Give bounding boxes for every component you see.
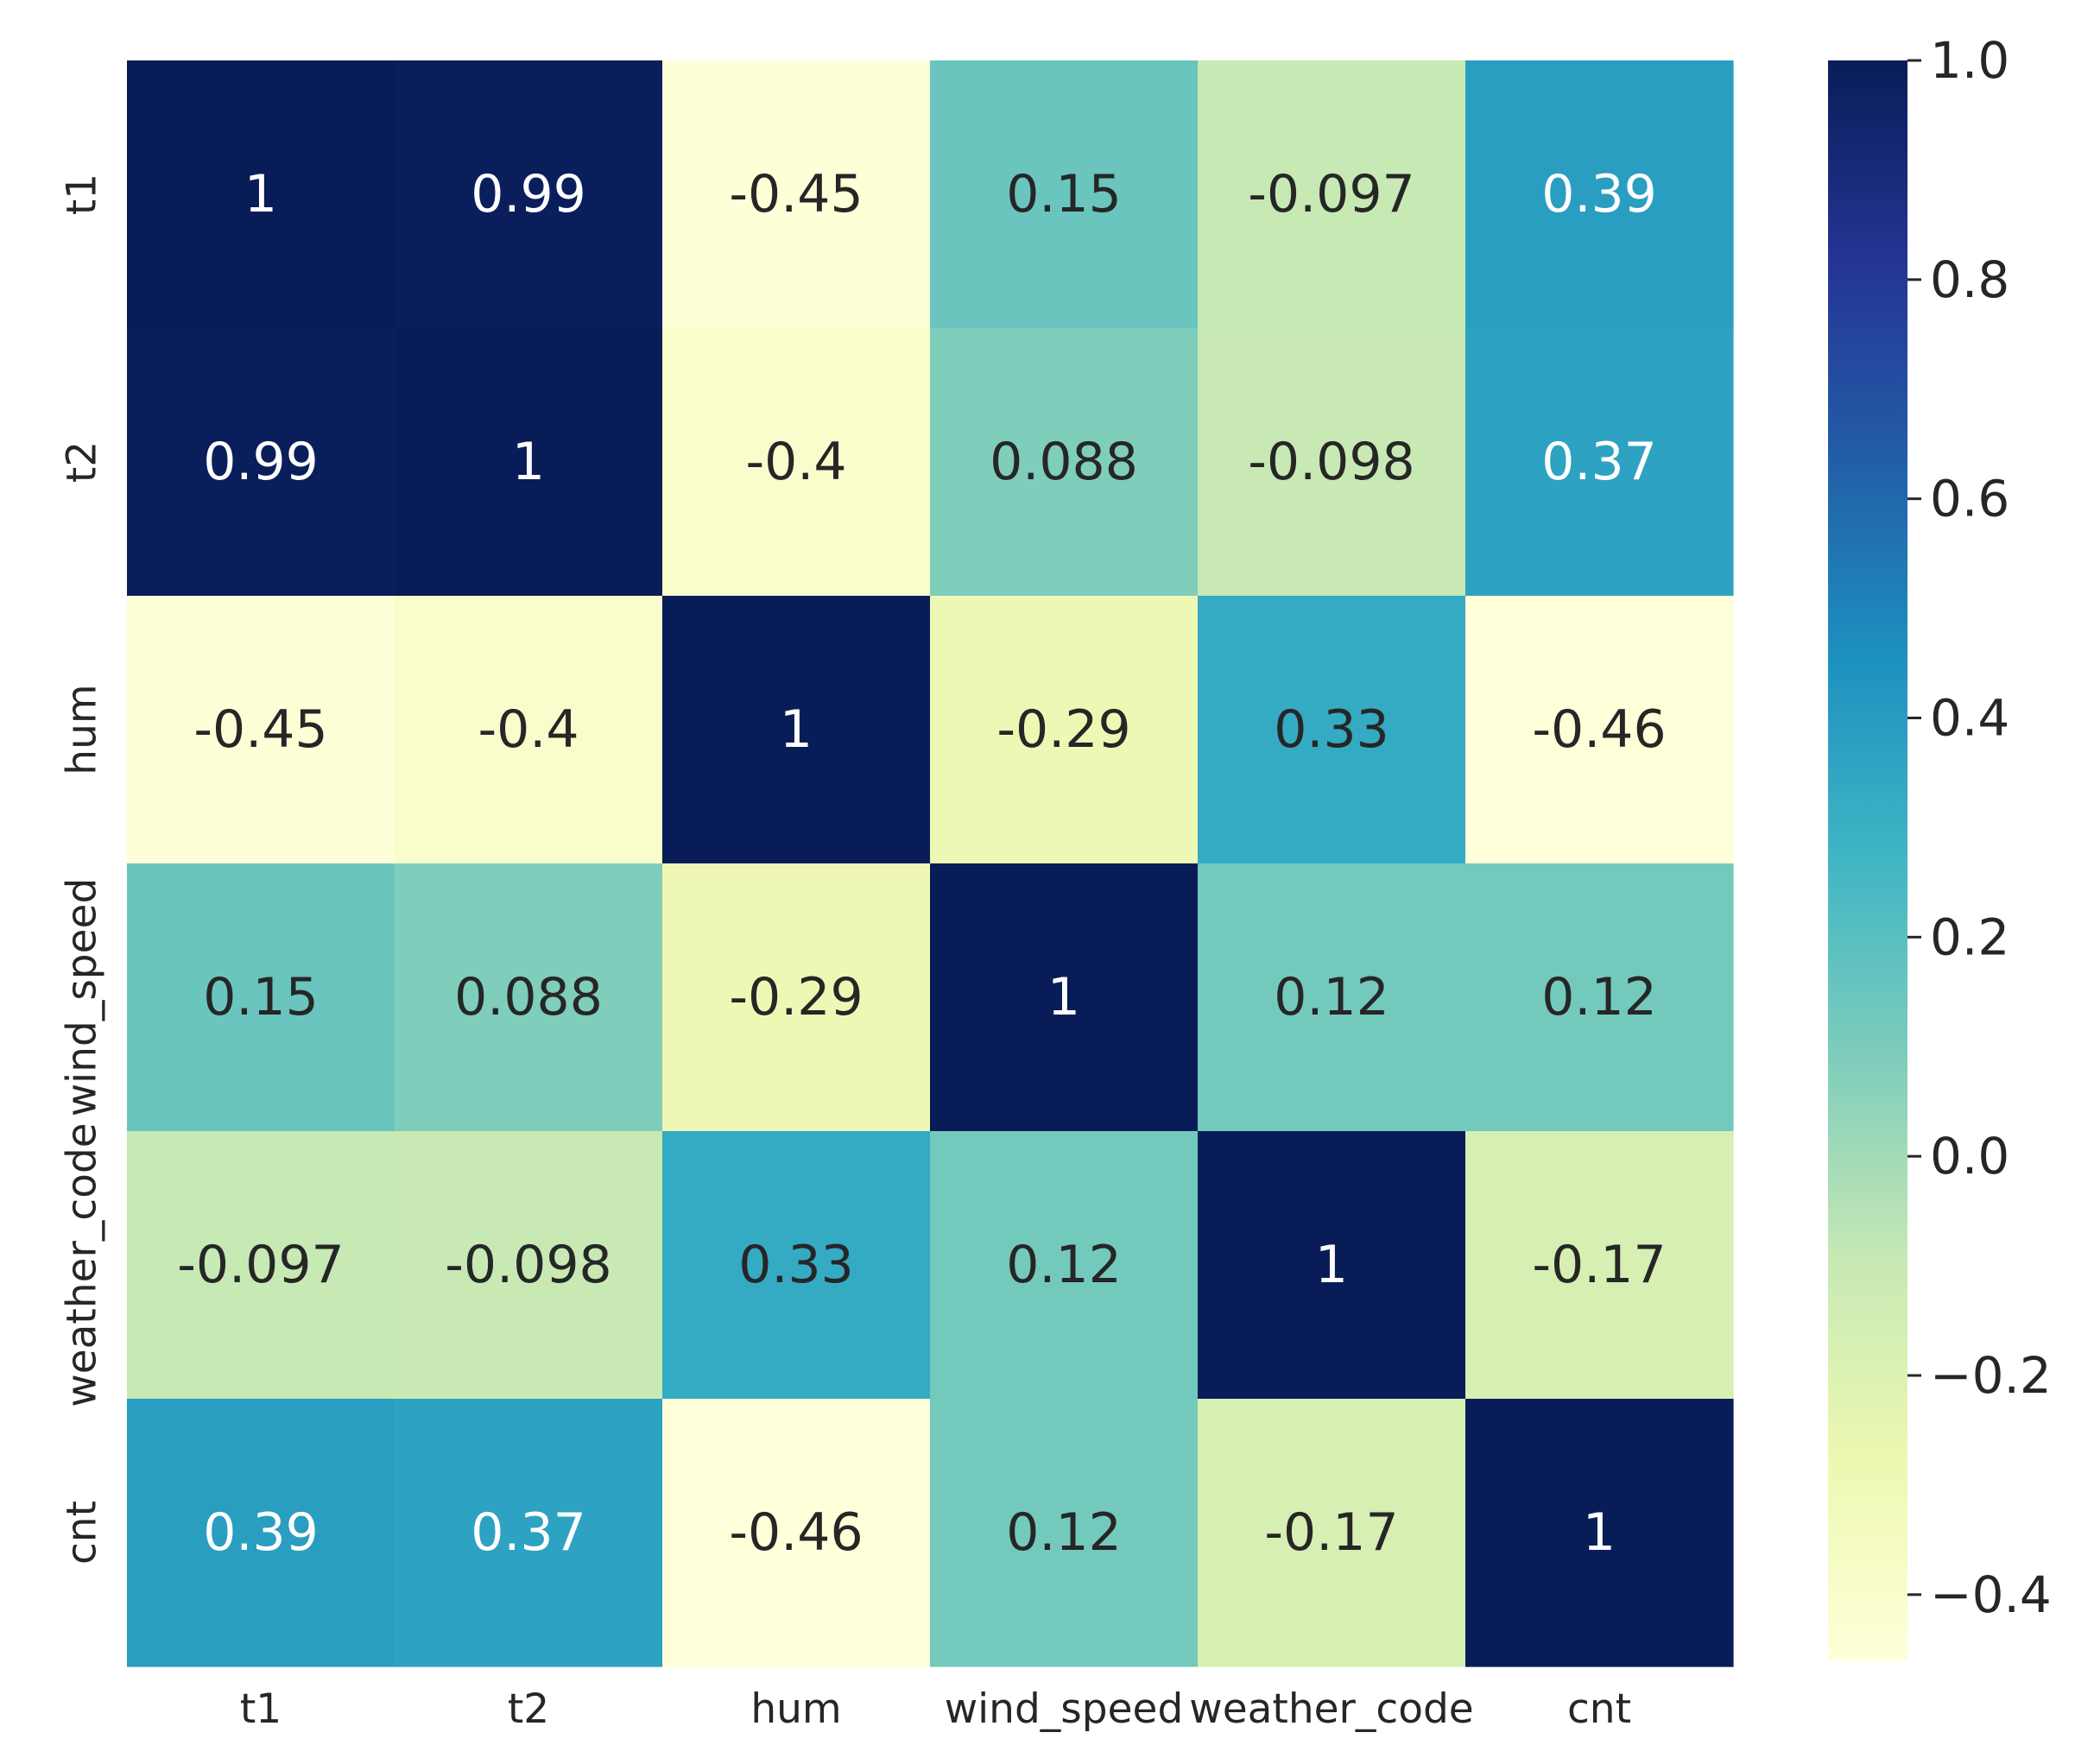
heatmap-cell — [930, 1131, 1199, 1400]
cell-annotation: 0.12 — [1541, 967, 1657, 1027]
x-axis-ticks: t1 t2 hum wind_speed weather_code cnt — [240, 1685, 1631, 1733]
colorbar: 1.0 0.8 0.6 0.4 0.2 0.0 −0.2 −0.4 — [1828, 31, 2052, 1660]
heatmap-cell — [662, 60, 931, 329]
cell-annotation: 1 — [780, 699, 813, 760]
cell-annotation: -0.45 — [729, 164, 863, 224]
heatmap-cell — [127, 596, 395, 864]
colorbar-ticks: 1.0 0.8 0.6 0.4 0.2 0.0 −0.2 −0.4 — [1907, 31, 2052, 1624]
heatmap-cell — [930, 328, 1199, 597]
y-tick-label: weather_code — [59, 1122, 106, 1407]
y-tick-label: t1 — [59, 174, 106, 215]
cell-annotation: 0.12 — [1006, 1235, 1122, 1295]
heatmap-cell — [930, 1399, 1199, 1667]
cell-annotation: -0.4 — [478, 699, 579, 760]
heatmap-cell — [395, 1131, 663, 1400]
x-tick-label: wind_speed — [945, 1685, 1184, 1733]
cell-annotation: 0.33 — [1274, 699, 1389, 760]
x-tick-label: t1 — [240, 1685, 282, 1733]
cell-annotation: 0.088 — [454, 967, 603, 1027]
cell-annotation: 1 — [244, 164, 277, 224]
heatmap-cell — [1198, 863, 1466, 1132]
cell-annotation: 1 — [1583, 1502, 1616, 1563]
cell-annotation: -0.17 — [1264, 1502, 1398, 1563]
heatmap-cell — [395, 60, 663, 329]
colorbar-tick-label: −0.2 — [1930, 1346, 2052, 1405]
cell-annotation: 0.37 — [471, 1502, 586, 1563]
heatmap-cell — [930, 60, 1199, 329]
y-tick-label: hum — [59, 684, 106, 775]
cell-annotation: 0.088 — [990, 432, 1138, 492]
x-tick-label: t2 — [508, 1685, 549, 1733]
cell-annotation: -0.4 — [745, 432, 846, 492]
cell-annotation: 0.39 — [203, 1502, 319, 1563]
cell-annotation: 0.33 — [738, 1235, 854, 1295]
colorbar-tick-label: 0.6 — [1930, 470, 2009, 528]
colorbar-tick-label: 0.8 — [1930, 250, 2009, 309]
heatmap-cell — [1198, 1399, 1466, 1667]
cell-annotation: -0.45 — [193, 699, 327, 760]
colorbar-tick-label: 1.0 — [1930, 31, 2009, 90]
y-tick-label: wind_speed — [59, 878, 106, 1117]
cell-annotation: 0.99 — [203, 432, 319, 492]
cell-annotation: 0.12 — [1006, 1502, 1122, 1563]
cell-annotation: 0.39 — [1541, 164, 1657, 224]
heatmap-cell — [930, 596, 1199, 864]
colorbar-tick-label: 0.4 — [1930, 689, 2009, 748]
cell-annotation: 1 — [1047, 967, 1080, 1027]
cell-annotation: -0.098 — [1248, 432, 1414, 492]
cell-annotation: 0.37 — [1541, 432, 1657, 492]
cell-annotation: 0.15 — [203, 967, 319, 1027]
heatmap-cell — [662, 596, 931, 864]
heatmap-cell — [662, 863, 931, 1132]
heatmap-cell — [930, 863, 1199, 1132]
y-tick-label: cnt — [59, 1501, 106, 1565]
heatmap-cells: 1 0.99 -0.45 0.15 -0.097 0.39 0.99 1 -0.4 0.088 -0… — [127, 60, 1734, 1667]
heatmap-cell — [395, 1399, 663, 1667]
cell-annotation: -0.17 — [1532, 1235, 1666, 1295]
heatmap-cell — [1198, 1131, 1466, 1400]
cell-annotation: 0.99 — [471, 164, 586, 224]
heatmap-cell — [1198, 60, 1466, 329]
heatmap-cell — [127, 863, 395, 1132]
heatmap-cell — [662, 1131, 931, 1400]
cell-annotation: -0.46 — [729, 1502, 863, 1563]
heatmap-cell — [127, 60, 395, 329]
heatmap-cell — [395, 596, 663, 864]
colorbar-tick-label: 0.2 — [1930, 907, 2009, 966]
x-tick-label: hum — [750, 1685, 841, 1733]
heatmap-cell — [127, 1131, 395, 1400]
heatmap-cell — [1198, 328, 1466, 597]
heatmap-cell — [1465, 1131, 1734, 1400]
cell-annotation: 1 — [512, 432, 545, 492]
cell-annotation: -0.46 — [1532, 699, 1666, 760]
cell-annotation: 1 — [1315, 1235, 1348, 1295]
x-tick-label: cnt — [1567, 1685, 1631, 1733]
colorbar-gradient — [1828, 60, 1907, 1660]
colorbar-tick-label: −0.4 — [1930, 1565, 2052, 1624]
heatmap-cell — [127, 1399, 395, 1667]
heatmap-cell — [1465, 596, 1734, 864]
heatmap-cell — [127, 328, 395, 597]
cell-annotation: 0.15 — [1006, 164, 1122, 224]
colorbar-tick-label: 0.0 — [1930, 1127, 2009, 1185]
heatmap-cell — [1465, 863, 1734, 1132]
heatmap-cell — [1465, 60, 1734, 329]
x-tick-label: weather_code — [1189, 1685, 1473, 1733]
cell-annotation: -0.097 — [177, 1235, 344, 1295]
heatmap-cell — [1465, 328, 1734, 597]
heatmap-cell — [662, 1399, 931, 1667]
heatmap-cell — [662, 328, 931, 597]
heatmap-cell — [1465, 1399, 1734, 1667]
cell-annotation: -0.29 — [996, 699, 1130, 760]
y-tick-label: t2 — [59, 441, 106, 483]
heatmap-cell — [395, 863, 663, 1132]
heatmap-cell — [395, 328, 663, 597]
cell-annotation: -0.098 — [445, 1235, 611, 1295]
cell-annotation: 0.12 — [1274, 967, 1389, 1027]
cell-annotation: -0.097 — [1248, 164, 1414, 224]
heatmap-cell — [1198, 596, 1466, 864]
cell-annotation: -0.29 — [729, 967, 863, 1027]
